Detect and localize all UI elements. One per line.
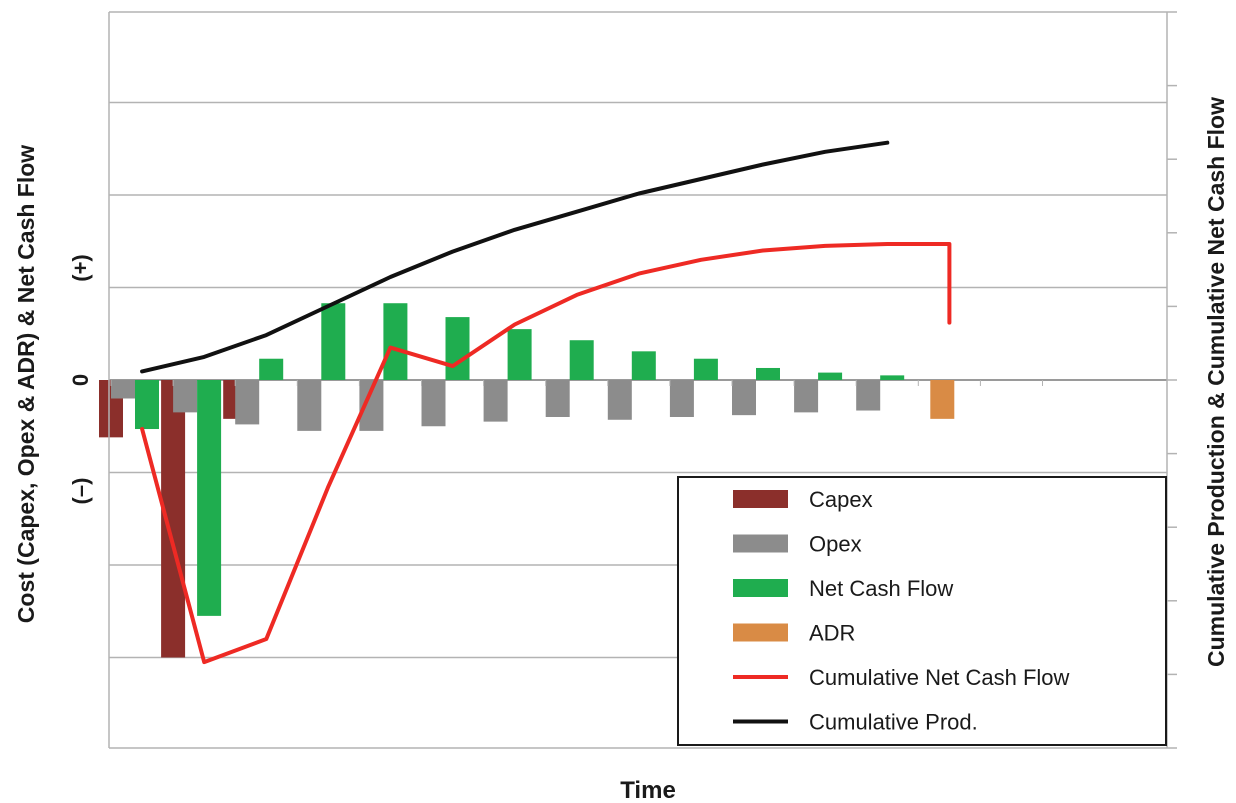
legend-label-adr: ADR (809, 621, 855, 646)
legend-box (677, 476, 1167, 746)
opex-bar (235, 380, 260, 425)
legend-swatch-capex (733, 490, 788, 508)
opex-bar (173, 380, 198, 413)
net-cash-flow-bar (880, 375, 905, 380)
lines (140, 140, 952, 665)
legend-label-cumulative-net-cash-flow: Cumulative Net Cash Flow (809, 665, 1070, 690)
adr-bar (930, 380, 955, 419)
legend-label-net-cash-flow: Net Cash Flow (809, 576, 953, 601)
opex-bar (483, 380, 508, 422)
opex-bar (732, 380, 756, 416)
legend-label-capex: Capex (809, 487, 873, 512)
y2-axis-title: Cumulative Production & Cumulative Net C… (1203, 97, 1229, 667)
y-tick-label-positive: (+) (68, 254, 93, 282)
opex-bar (794, 380, 819, 413)
legend-swatch-net-cash-flow (733, 579, 788, 597)
opex-bar (421, 380, 446, 427)
legend: Capex Opex Net Cash Flow ADR Cumulative Net … (677, 476, 1167, 746)
opex-bar (297, 380, 322, 431)
legend-swatch-opex (733, 534, 788, 553)
legend-swatch-adr (733, 623, 788, 642)
y-axis-title: Cost (Capex, Opex & ADR) & Net Cash Flow (13, 145, 39, 623)
opex-bar (111, 380, 135, 399)
x-axis-title: Time (620, 777, 676, 803)
net-cash-flow-bar (569, 340, 594, 380)
opex-bar (607, 380, 632, 420)
opex-bar (669, 380, 694, 417)
net-cash-flow-bar (693, 358, 718, 380)
net-cash-flow-bar (259, 358, 284, 380)
net-cash-flow-bar (445, 317, 470, 380)
bars (99, 303, 955, 658)
net-cash-flow-bar (135, 380, 159, 430)
opex-bar (545, 380, 570, 417)
net-cash-flow-bar (631, 351, 656, 380)
cumulative-prod--line (140, 140, 890, 374)
net-cash-flow-bar (756, 367, 780, 380)
legend-label-opex: Opex (809, 532, 862, 557)
net-cash-flow-bar (383, 303, 408, 380)
y-tick-label-negative: (–) (68, 478, 93, 505)
net-cash-flow-bar (197, 380, 222, 616)
y-tick-label-zero: 0 (68, 374, 93, 386)
legend-label-cumulative-prod-: Cumulative Prod. (809, 710, 978, 735)
net-cash-flow-bar (507, 329, 532, 380)
cumulative-net-cash-flow-line (140, 242, 952, 665)
net-cash-flow-bar (818, 372, 843, 380)
opex-bar (856, 380, 881, 411)
net-cash-flow-bar (321, 303, 346, 380)
